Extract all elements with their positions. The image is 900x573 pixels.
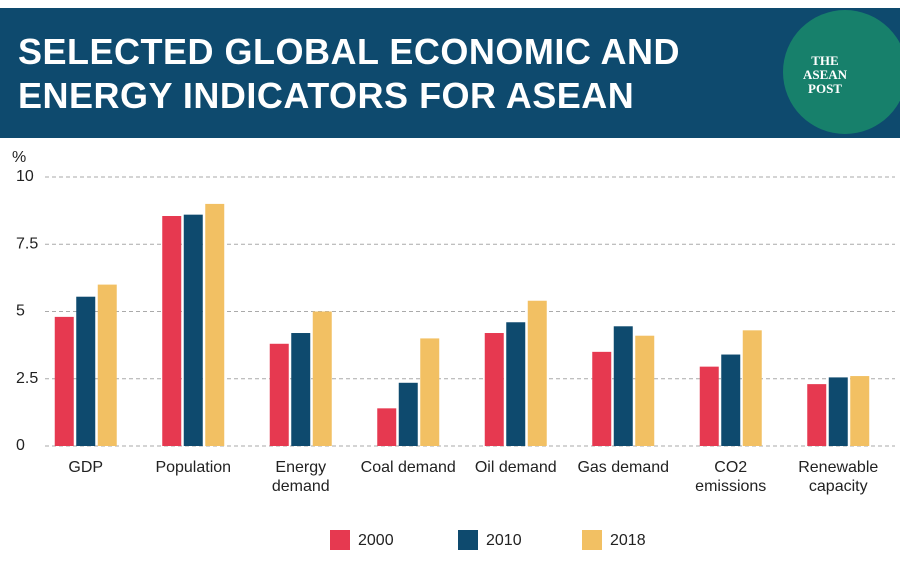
bar (205, 203, 225, 446)
logo-text: THE ASEAN POST (802, 53, 848, 96)
y-tick-label: 7.5 (16, 235, 38, 252)
bar (527, 300, 547, 446)
bar (162, 216, 182, 446)
bar (742, 330, 762, 446)
bar (291, 333, 311, 446)
legend-swatch (330, 530, 350, 550)
header-band (0, 8, 900, 138)
bar (312, 311, 332, 446)
legend-swatch (458, 530, 478, 550)
bar (420, 338, 440, 446)
legend-label: 2010 (486, 532, 522, 549)
bar (506, 322, 526, 446)
bar (183, 214, 203, 446)
y-tick-label: 2.5 (16, 370, 38, 387)
legend-label: 2000 (358, 532, 394, 549)
x-tick-label: GDP (68, 459, 104, 476)
x-tick-label: Gas demand (577, 459, 670, 476)
x-tick-label: CO2 emissions (695, 459, 767, 495)
bar (807, 384, 827, 446)
logo: THE ASEAN POST (783, 10, 900, 134)
legend-swatch (582, 530, 602, 550)
bar (484, 333, 504, 446)
bar (592, 351, 612, 446)
bar (76, 296, 96, 446)
bar (613, 326, 633, 446)
y-tick-label: 5 (16, 303, 25, 320)
bar (828, 377, 848, 446)
y-tick-label: 0 (16, 437, 25, 454)
bar (377, 408, 397, 446)
x-tick-label: Population (155, 459, 232, 476)
bar (850, 376, 870, 446)
bar (699, 366, 719, 446)
bar (269, 343, 289, 446)
x-tick-label: Coal demand (360, 459, 456, 476)
bar (398, 382, 418, 446)
x-tick-label: Oil demand (474, 459, 557, 476)
bar (97, 284, 117, 446)
y-tick-label: 10 (16, 168, 34, 185)
bar (721, 354, 741, 446)
bar (54, 316, 74, 446)
x-tick-label: Renewable capacity (798, 459, 879, 495)
legend-label: 2018 (610, 532, 646, 549)
x-tick-label: Energy demand (271, 459, 330, 495)
y-axis-label: % (12, 149, 26, 166)
chart-title: SELECTED GLOBAL ECONOMIC AND ENERGY INDI… (18, 31, 681, 116)
bar (635, 335, 655, 446)
